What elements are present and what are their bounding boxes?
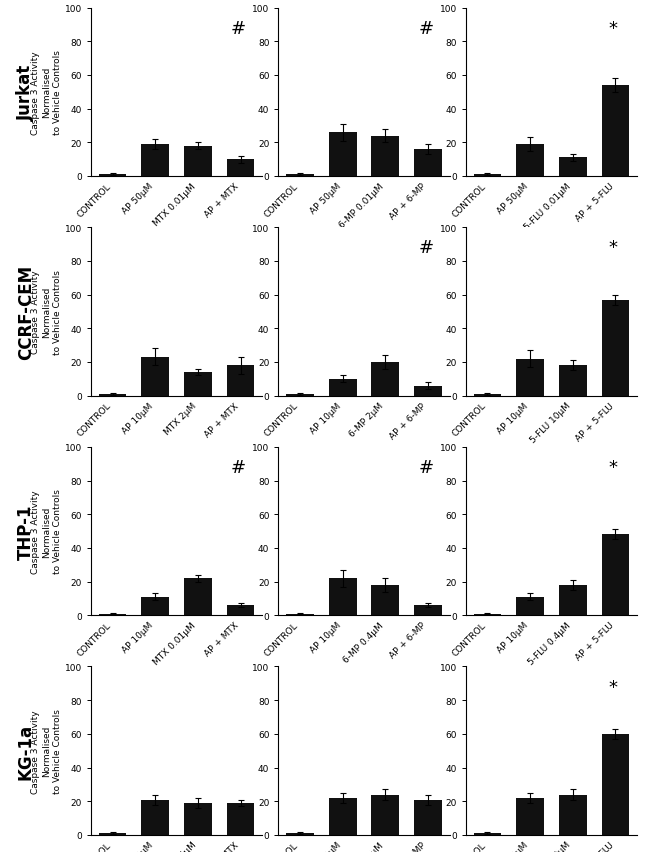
Bar	[601, 535, 629, 615]
Bar	[474, 394, 501, 396]
Bar	[227, 606, 254, 615]
Bar	[99, 394, 127, 396]
Bar	[227, 366, 254, 396]
Bar	[559, 795, 586, 835]
Text: CCRF-CEM: CCRF-CEM	[17, 264, 35, 360]
Bar	[184, 147, 212, 177]
Bar	[559, 158, 586, 177]
Bar	[516, 360, 544, 396]
Bar	[142, 145, 169, 177]
Bar	[184, 372, 212, 396]
Bar	[184, 803, 212, 835]
Text: #: #	[418, 239, 434, 257]
Bar	[474, 176, 501, 177]
Bar	[371, 795, 399, 835]
Bar	[371, 363, 399, 396]
Bar	[601, 86, 629, 177]
Bar	[516, 145, 544, 177]
Bar	[286, 394, 314, 396]
Text: *: *	[609, 239, 618, 257]
Y-axis label: Caspase 3 Activity
Normalised
to Vehicle Controls: Caspase 3 Activity Normalised to Vehicle…	[31, 708, 62, 793]
Bar	[286, 176, 314, 177]
Bar	[142, 800, 169, 835]
Bar	[99, 176, 127, 177]
Text: #: #	[418, 20, 434, 37]
Y-axis label: Caspase 3 Activity
Normalised
to Vehicle Controls: Caspase 3 Activity Normalised to Vehicle…	[31, 50, 62, 135]
Text: *: *	[609, 458, 618, 476]
Bar	[329, 798, 357, 835]
Bar	[601, 734, 629, 835]
Bar	[329, 379, 357, 396]
Text: *: *	[609, 20, 618, 37]
Text: Jurkat: Jurkat	[17, 65, 35, 121]
Bar	[371, 585, 399, 615]
Y-axis label: Caspase 3 Activity
Normalised
to Vehicle Controls: Caspase 3 Activity Normalised to Vehicle…	[31, 269, 62, 354]
Text: KG-1a: KG-1a	[17, 722, 35, 779]
Text: *: *	[609, 678, 618, 696]
Bar	[516, 798, 544, 835]
Bar	[414, 800, 442, 835]
Bar	[414, 386, 442, 396]
Bar	[601, 300, 629, 396]
Bar	[559, 366, 586, 396]
Bar	[474, 833, 501, 835]
Bar	[227, 160, 254, 177]
Bar	[99, 833, 127, 835]
Text: THP-1: THP-1	[17, 504, 35, 559]
Bar	[184, 579, 212, 615]
Bar	[227, 803, 254, 835]
Bar	[142, 358, 169, 396]
Bar	[516, 597, 544, 615]
Y-axis label: Caspase 3 Activity
Normalised
to Vehicle Controls: Caspase 3 Activity Normalised to Vehicle…	[31, 489, 62, 574]
Text: #: #	[231, 20, 246, 37]
Bar	[142, 597, 169, 615]
Text: #: #	[418, 458, 434, 476]
Bar	[414, 150, 442, 177]
Bar	[286, 833, 314, 835]
Bar	[559, 585, 586, 615]
Bar	[286, 614, 314, 615]
Bar	[474, 614, 501, 615]
Bar	[99, 614, 127, 615]
Bar	[329, 133, 357, 177]
Bar	[329, 579, 357, 615]
Text: #: #	[231, 458, 246, 476]
Bar	[371, 136, 399, 177]
Bar	[414, 606, 442, 615]
